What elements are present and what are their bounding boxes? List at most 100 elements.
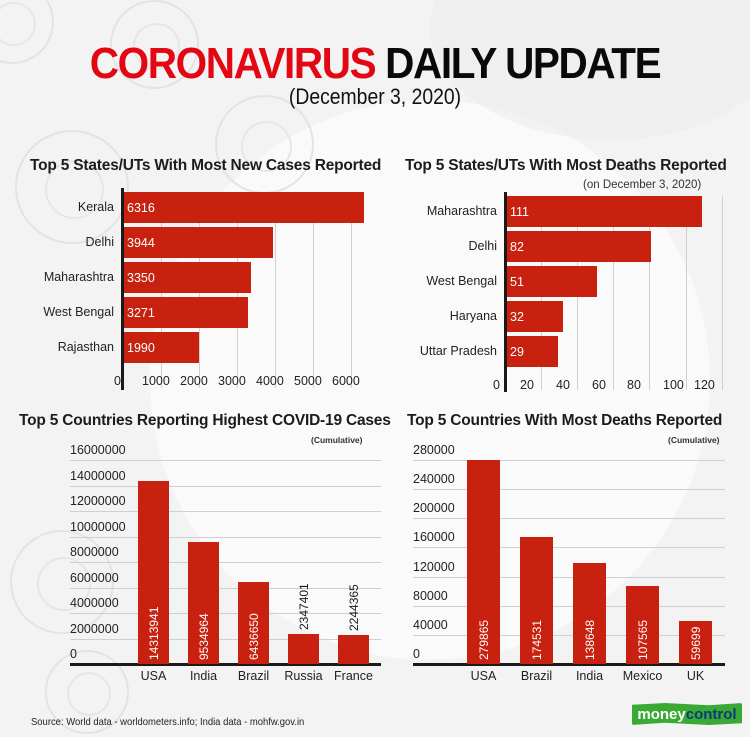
gridline: [413, 576, 725, 578]
gridline: [70, 536, 381, 538]
category-label: Brazil: [237, 669, 270, 683]
bar: [679, 620, 712, 664]
y-tick-label: 160000: [413, 530, 455, 545]
gridline: [313, 192, 314, 388]
bar-value-label: 3271: [127, 306, 155, 320]
x-tick-label: 6000: [332, 374, 360, 388]
source-note: Source: World data - worldometers.info; …: [31, 716, 305, 728]
category-label: West Bengal: [426, 274, 497, 288]
gridline: [413, 518, 725, 520]
x-tick-label: 60: [592, 378, 606, 392]
x-tick-label: 5000: [294, 374, 322, 388]
bar-value-label: 59699: [688, 626, 703, 660]
bar-value-label: 9534964: [196, 613, 211, 660]
gridline: [275, 192, 276, 388]
bar: [338, 635, 369, 664]
bar: [124, 297, 248, 328]
x-tick-label: 0: [114, 374, 121, 388]
y-tick-label: 40000: [413, 617, 448, 632]
y-tick-label: 0: [413, 647, 420, 661]
category-label: France: [334, 669, 373, 683]
bar-value-label: 2347401: [296, 583, 311, 631]
x-tick-label: 4000: [256, 374, 284, 388]
bar-value-label: 6316: [127, 201, 155, 215]
bar: [507, 301, 563, 332]
y-tick-label: 12000000: [70, 494, 126, 508]
bar-value-label: 82: [510, 240, 524, 254]
category-label: Brazil: [520, 669, 553, 683]
bar: [520, 536, 553, 664]
bar-value-label: 14313941: [146, 606, 161, 660]
category-label: USA: [470, 669, 497, 683]
bar: [507, 336, 558, 367]
page-title: CORONAVIRUS DAILY UPDATE: [0, 40, 750, 88]
bar: [507, 196, 702, 227]
gridline: [70, 511, 381, 512]
category-label: Haryana: [449, 309, 497, 323]
bar-value-label: 3350: [127, 271, 155, 285]
gridline: [722, 196, 723, 390]
x-tick-label: 120: [694, 378, 715, 392]
category-label: Delhi: [85, 235, 115, 249]
gridline: [649, 196, 650, 390]
y-tick-label: 10000000: [70, 519, 126, 534]
bar-value-label: 111: [510, 205, 530, 219]
bar-value-label: 174531: [529, 619, 544, 660]
y-tick-label: 200000: [413, 501, 455, 516]
bar: [467, 460, 500, 664]
gridline: [70, 587, 381, 589]
y-axis-line: [504, 192, 507, 392]
gridline: [413, 605, 725, 607]
bar-value-label: 51: [510, 275, 524, 289]
category-label: USA: [140, 669, 167, 683]
gridline: [70, 638, 381, 640]
y-tick-label: 8000000: [70, 545, 119, 559]
x-axis-line: [413, 663, 725, 666]
bar: [138, 481, 169, 664]
gridline: [413, 547, 725, 549]
virus-decoration-icon: [45, 650, 129, 734]
bar: [188, 542, 219, 664]
y-tick-label: 280000: [413, 443, 455, 457]
x-tick-label: 20: [520, 378, 534, 392]
gridline: [413, 634, 725, 636]
chart-title: Top 5 States/UTs With Most New Cases Rep…: [30, 157, 382, 174]
bar-value-label: 138648: [582, 619, 597, 660]
y-tick-label: 240000: [413, 472, 455, 487]
logo-text-money: money: [637, 705, 686, 723]
x-axis-line: [70, 663, 381, 666]
category-label: Rajasthan: [57, 340, 114, 354]
y-tick-label: 16000000: [70, 443, 126, 457]
gridline: [413, 489, 725, 491]
category-label: Uttar Pradesh: [419, 344, 497, 358]
y-tick-label: 0: [70, 647, 77, 661]
x-tick-label: 1000: [142, 374, 170, 388]
gridline: [70, 562, 381, 563]
bar-value-label: 2244365: [346, 584, 361, 632]
chart-title: Top 5 Countries Reporting Highest COVID-…: [19, 412, 391, 429]
bar: [238, 581, 269, 664]
gridline: [686, 196, 687, 390]
bar: [507, 266, 597, 297]
virus-decoration-icon: [10, 530, 114, 634]
x-tick-label: 3000: [218, 374, 246, 388]
chart-title: Top 5 States/UTs With Most Deaths Report…: [405, 157, 727, 174]
x-tick-label: 40: [556, 378, 570, 392]
category-label: India: [575, 669, 604, 683]
y-tick-label: 14000000: [70, 468, 126, 483]
bar-value-label: 3944: [127, 236, 155, 250]
x-tick-label: 100: [663, 378, 684, 392]
bar: [288, 634, 319, 664]
y-tick-label: 6000000: [70, 570, 119, 585]
x-tick-label: 2000: [180, 374, 208, 388]
gridline: [351, 192, 352, 388]
gridline: [613, 196, 614, 390]
moneycontrol-logo: money control: [632, 703, 742, 725]
category-label: Maharashtra: [43, 270, 114, 284]
gridline: [70, 613, 381, 614]
logo-text-control: control: [685, 705, 737, 723]
chart-note: (on December 3, 2020): [583, 179, 702, 191]
bar: [124, 262, 251, 293]
chart-note: (Cumulative): [668, 435, 720, 445]
x-tick-label: 80: [627, 378, 641, 392]
